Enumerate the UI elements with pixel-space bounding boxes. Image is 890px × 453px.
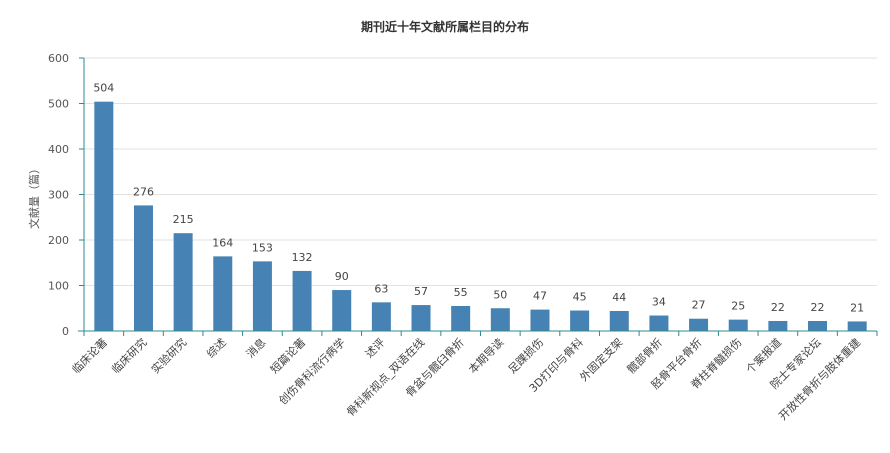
bar bbox=[451, 305, 471, 331]
data-label: 63 bbox=[374, 282, 388, 295]
gridlines bbox=[84, 57, 877, 286]
y-tick-label: 300 bbox=[48, 189, 69, 202]
data-label: 44 bbox=[612, 291, 626, 304]
category-label: 综述 bbox=[203, 335, 228, 360]
bar bbox=[371, 302, 391, 331]
data-label: 164 bbox=[212, 236, 233, 249]
data-labels: 504 276 215 164 153 132 90 63 57 55 50 47 45 44 34 27 25… bbox=[93, 82, 864, 315]
data-label: 21 bbox=[850, 301, 864, 314]
bar bbox=[173, 233, 193, 331]
category-label: 述评 bbox=[363, 336, 388, 361]
bar bbox=[847, 321, 867, 331]
chart-title: 期刊近十年文献所属栏目的分布 bbox=[361, 19, 529, 34]
bars bbox=[94, 101, 867, 332]
bar bbox=[808, 320, 828, 331]
category-label: 足踝损伤 bbox=[505, 335, 546, 376]
y-tick-label: 200 bbox=[48, 234, 69, 247]
y-tick-label: 600 bbox=[48, 52, 69, 65]
bar bbox=[94, 101, 114, 332]
category-label: 髋部骨折 bbox=[624, 335, 665, 376]
y-tick-label: 400 bbox=[48, 143, 69, 156]
y-tick-label: 100 bbox=[48, 280, 69, 293]
bar bbox=[411, 305, 431, 331]
category-label: 消息 bbox=[243, 335, 268, 360]
data-label: 22 bbox=[771, 301, 785, 314]
data-label: 276 bbox=[133, 185, 154, 198]
data-label: 34 bbox=[652, 296, 666, 309]
data-label: 55 bbox=[454, 286, 468, 299]
bar bbox=[252, 261, 272, 331]
category-label: 临床论著 bbox=[69, 335, 110, 376]
y-axis-label: 文献量（篇） bbox=[27, 163, 41, 229]
data-label: 57 bbox=[414, 285, 428, 298]
data-label: 215 bbox=[173, 213, 194, 226]
category-label: 创伤骨科流行病学 bbox=[276, 335, 348, 407]
bar bbox=[768, 320, 788, 331]
category-label: 个案报道 bbox=[743, 335, 784, 376]
category-label: 临床研究 bbox=[109, 335, 150, 376]
y-tick-label: 0 bbox=[62, 325, 69, 338]
data-label: 25 bbox=[731, 300, 745, 313]
bar bbox=[649, 315, 669, 331]
bar bbox=[332, 290, 352, 331]
category-label: 本期导读 bbox=[465, 335, 506, 376]
data-label: 50 bbox=[493, 288, 507, 301]
bar bbox=[292, 270, 312, 331]
data-label: 22 bbox=[811, 301, 825, 314]
category-label: 外固定支架 bbox=[577, 335, 626, 384]
y-tick-labels: 0 100 200 300 400 500 600 bbox=[48, 52, 69, 338]
axes bbox=[78, 57, 878, 336]
category-label: 短篇论著 bbox=[267, 335, 308, 376]
bar bbox=[490, 308, 510, 331]
category-label: 骨科新视点_双语在线 bbox=[343, 335, 427, 419]
data-label: 504 bbox=[93, 82, 114, 95]
bar bbox=[609, 310, 629, 331]
data-label: 153 bbox=[252, 241, 273, 254]
category-label: 实验研究 bbox=[148, 335, 189, 376]
bar bbox=[530, 309, 550, 331]
data-label: 47 bbox=[533, 290, 547, 303]
bar bbox=[213, 256, 233, 331]
data-label: 45 bbox=[573, 291, 587, 304]
y-tick-label: 500 bbox=[48, 98, 69, 111]
bar bbox=[133, 205, 153, 331]
data-label: 132 bbox=[292, 251, 313, 264]
bar bbox=[570, 310, 590, 331]
data-label: 90 bbox=[335, 270, 349, 283]
bar bbox=[689, 318, 709, 331]
data-label: 27 bbox=[692, 299, 706, 312]
bar bbox=[728, 319, 748, 331]
